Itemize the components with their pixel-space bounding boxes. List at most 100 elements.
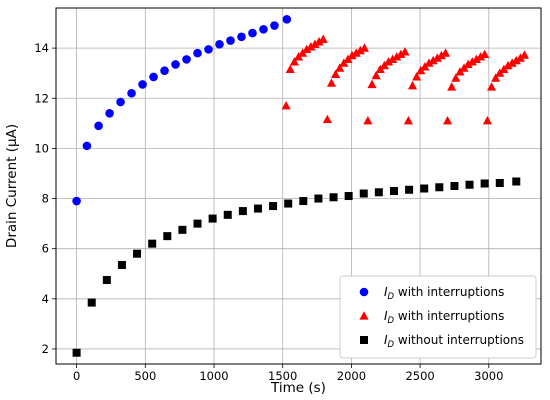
circle-point xyxy=(160,66,169,75)
triangle-point xyxy=(480,49,490,58)
triangle-point xyxy=(355,45,365,55)
triangle-point xyxy=(428,55,438,65)
square-point xyxy=(480,179,489,188)
circle-point xyxy=(171,60,180,69)
circle-point xyxy=(226,36,235,45)
square-point xyxy=(344,192,353,201)
triangle-point xyxy=(491,73,501,82)
triangle-point xyxy=(447,82,457,91)
triangle-point xyxy=(403,116,413,125)
series-3 xyxy=(72,177,521,357)
circle-point xyxy=(138,80,147,89)
legend-label: ID with interruptions xyxy=(384,309,504,326)
triangle-point xyxy=(367,79,377,89)
square-point xyxy=(148,239,157,248)
triangle-point xyxy=(471,54,481,63)
square-point xyxy=(420,184,429,193)
x-tick-label: 1000 xyxy=(199,369,228,383)
triangle-point xyxy=(302,44,312,53)
circle-point xyxy=(94,121,103,131)
x-tick-label: 500 xyxy=(134,369,156,383)
triangle-point xyxy=(432,53,442,62)
triangle-point xyxy=(306,42,316,51)
triangle-point xyxy=(331,69,341,79)
legend-marker xyxy=(359,287,369,297)
data-points xyxy=(72,14,530,357)
legend-symbol: I xyxy=(384,285,388,299)
legend-label: ID without interruptions xyxy=(384,333,524,350)
circle-point xyxy=(248,28,257,38)
triangle-point xyxy=(388,54,398,63)
square-point xyxy=(284,199,293,208)
axis-ticks: 0 500 1000 1500 2000 2500 3000 2 4 6 8 10 12 14 xyxy=(34,41,503,383)
triangle-point xyxy=(310,39,320,48)
triangle-point xyxy=(322,114,332,124)
square-point xyxy=(495,178,504,187)
triangle-point xyxy=(285,64,295,74)
y-tick-label: 10 xyxy=(34,141,49,155)
y-tick-label: 6 xyxy=(42,242,49,256)
square-point xyxy=(163,232,172,241)
triangle-point xyxy=(519,50,530,59)
circle-point xyxy=(182,55,191,64)
square-point xyxy=(223,210,232,219)
legend-subscript: D xyxy=(388,292,395,302)
square-point xyxy=(299,197,308,206)
y-axis-label: Drain Current (μA) xyxy=(4,124,20,248)
triangle-point xyxy=(503,60,513,70)
square-point xyxy=(87,298,96,307)
triangle-point xyxy=(347,50,357,60)
plot-area xyxy=(55,7,542,365)
legend-description: with interruptions xyxy=(394,309,504,323)
circle-point xyxy=(82,141,92,151)
square-point xyxy=(72,348,81,357)
square-point xyxy=(193,219,202,228)
square-point xyxy=(389,187,398,196)
triangle-point xyxy=(392,52,402,61)
triangle-point xyxy=(443,116,453,125)
triangle-point xyxy=(289,57,299,66)
legend-description: without interruptions xyxy=(394,333,524,347)
circle-point xyxy=(127,88,136,98)
legend-marker xyxy=(360,336,368,344)
triangle-point xyxy=(281,100,291,110)
triangle-point xyxy=(511,55,521,65)
x-tick-label: 0 xyxy=(73,369,80,383)
circle-point xyxy=(193,48,202,58)
triangle-point xyxy=(482,116,492,125)
triangle-point xyxy=(318,34,328,43)
triangle-point xyxy=(396,49,406,58)
square-point xyxy=(253,204,262,213)
legend-label: ID with interruptions xyxy=(384,285,504,302)
triangle-point xyxy=(440,48,451,57)
legend-subscript: D xyxy=(388,340,395,350)
square-point xyxy=(329,193,338,202)
square-point xyxy=(314,194,323,203)
square-point xyxy=(359,189,368,198)
legend-entry: ID with interruptions xyxy=(359,285,504,302)
series-2 xyxy=(281,34,530,125)
triangle-point xyxy=(351,48,361,57)
series-1 xyxy=(72,14,292,206)
triangle-point xyxy=(424,58,434,67)
circle-point xyxy=(105,108,114,118)
legend-subscript: D xyxy=(388,316,395,326)
y-tick-label: 8 xyxy=(42,192,49,206)
legend-marker xyxy=(359,311,369,320)
circle-point xyxy=(237,32,246,42)
x-tick-label: 2000 xyxy=(337,369,366,383)
triangle-point xyxy=(326,78,337,87)
square-point xyxy=(178,225,187,234)
triangle-point xyxy=(335,63,345,72)
circle-point xyxy=(215,40,224,49)
triangle-point xyxy=(463,59,473,69)
triangle-point xyxy=(412,72,422,81)
square-point xyxy=(208,214,217,223)
x-tick-label: 1500 xyxy=(268,369,297,383)
y-tick-label: 2 xyxy=(42,342,49,356)
square-point xyxy=(238,207,247,216)
triangle-point xyxy=(515,53,525,62)
triangle-point xyxy=(436,50,446,60)
